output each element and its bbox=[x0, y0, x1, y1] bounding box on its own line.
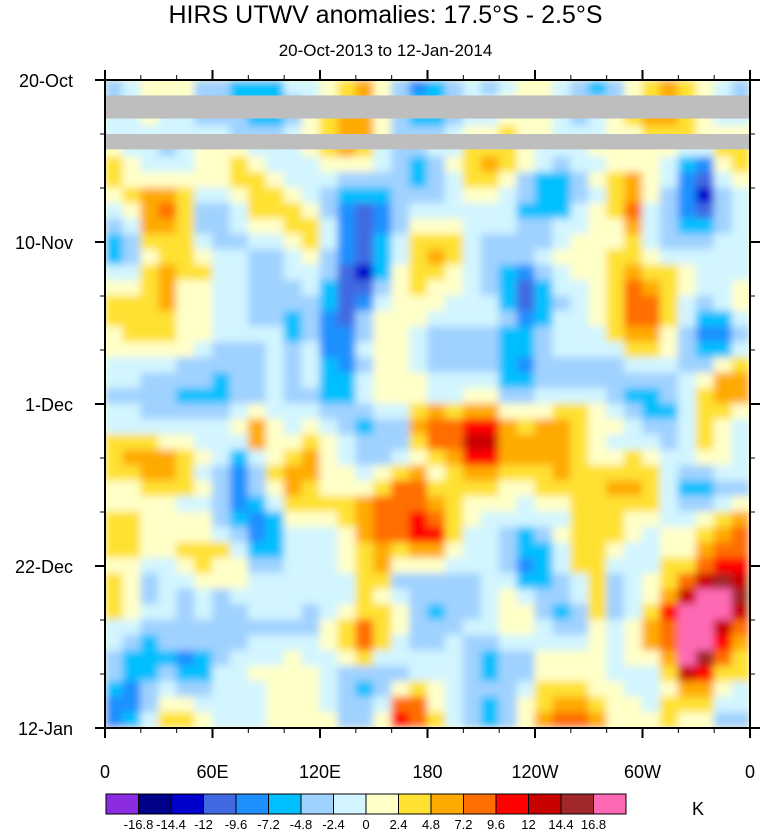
x-tick-label: 0 bbox=[100, 762, 110, 782]
colorbar-label: 2.4 bbox=[389, 817, 407, 830]
colorbar-swatch bbox=[398, 793, 432, 815]
colorbar-label: -14.4 bbox=[156, 817, 186, 830]
colorbar-swatch bbox=[235, 793, 269, 815]
colorbar-swatch bbox=[105, 793, 139, 815]
y-tick-label: 10-Nov bbox=[15, 233, 73, 253]
y-tick-label: 12-Jan bbox=[18, 719, 73, 739]
y-tick-label: 1-Dec bbox=[25, 395, 73, 415]
x-tick-label: 180 bbox=[412, 762, 442, 782]
colorbar-swatch bbox=[138, 793, 172, 815]
colorbar-label: 12 bbox=[521, 817, 535, 830]
missing-band bbox=[105, 134, 750, 150]
colorbar-label: 16.8 bbox=[581, 817, 606, 830]
anomaly-field bbox=[105, 80, 750, 728]
colorbar-label: 9.6 bbox=[487, 817, 505, 830]
colorbar-swatch bbox=[528, 793, 562, 815]
colorbar-label: 4.8 bbox=[422, 817, 440, 830]
colorbar-label: 0 bbox=[362, 817, 369, 830]
chart-subtitle: 20-Oct-2013 to 12-Jan-2014 bbox=[278, 41, 493, 60]
missing-band bbox=[105, 95, 750, 119]
x-tick-label: 120W bbox=[511, 762, 558, 782]
colorbar-label: 14.4 bbox=[548, 817, 573, 830]
colorbar-label: -16.8 bbox=[124, 817, 154, 830]
x-tick-label: 60W bbox=[624, 762, 661, 782]
y-tick-label: 22-Dec bbox=[15, 557, 73, 577]
chart-title: HIRS UTWV anomalies: 17.5°S - 2.5°S bbox=[168, 1, 603, 29]
colorbar-swatch bbox=[333, 793, 367, 815]
colorbar-label: -7.2 bbox=[257, 817, 279, 830]
axes: 0 60E 120E 180 120W 60W 0 20-Oct 10-Nov 1-Dec 22-D… bbox=[15, 70, 760, 782]
colorbar-label: -2.4 bbox=[322, 817, 344, 830]
colorbar-swatch bbox=[463, 793, 497, 815]
y-tick-label: 20-Oct bbox=[19, 71, 73, 91]
colorbar-swatch bbox=[365, 793, 399, 815]
colorbar-swatch bbox=[430, 793, 464, 815]
colorbar: -16.8 -14.4 -12 -9.6 -7.2 -4.8 -2.4 0 2.4 4.8 7.2 9… bbox=[105, 793, 627, 830]
colorbar-swatch bbox=[593, 793, 627, 815]
colorbar-swatch bbox=[170, 793, 204, 815]
colorbar-units: K bbox=[692, 799, 705, 819]
colorbar-label: -12 bbox=[194, 817, 213, 830]
colorbar-label: -9.6 bbox=[225, 817, 247, 830]
colorbar-label: -4.8 bbox=[290, 817, 312, 830]
colorbar-swatch bbox=[268, 793, 302, 815]
colorbar-swatch bbox=[495, 793, 529, 815]
missing-data-bands bbox=[105, 95, 750, 150]
x-tick-label: 60E bbox=[196, 762, 228, 782]
x-tick-label: 120E bbox=[299, 762, 341, 782]
colorbar-label: 7.2 bbox=[454, 817, 472, 830]
colorbar-swatch bbox=[300, 793, 334, 815]
colorbar-swatch bbox=[203, 793, 237, 815]
colorbar-swatch bbox=[560, 793, 594, 815]
x-tick-label: 0 bbox=[745, 762, 755, 782]
